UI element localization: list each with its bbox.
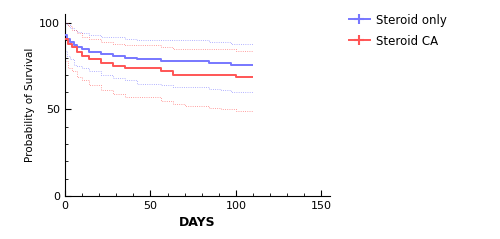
X-axis label: DAYS: DAYS xyxy=(179,216,216,229)
Y-axis label: Probability of Survival: Probability of Survival xyxy=(25,48,35,162)
Legend: Steroid only, Steroid CA: Steroid only, Steroid CA xyxy=(346,11,450,50)
